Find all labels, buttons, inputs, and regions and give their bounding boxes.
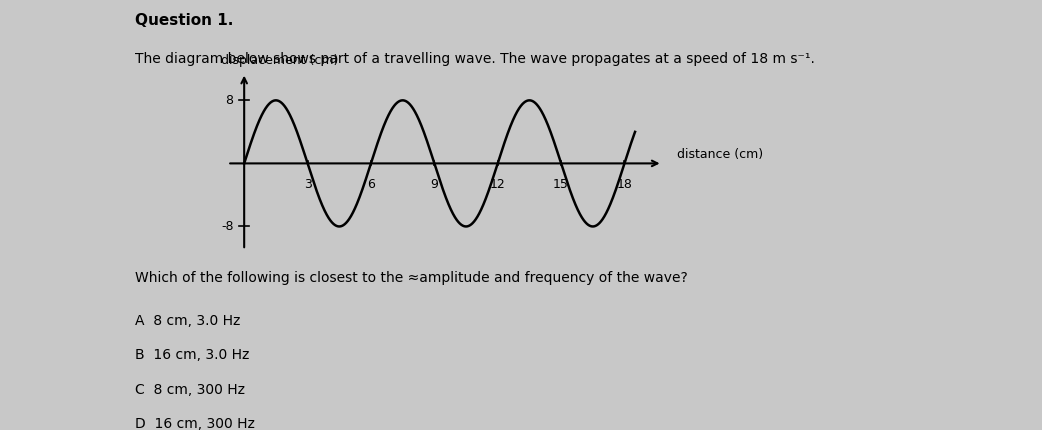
Text: A  8 cm, 3.0 Hz: A 8 cm, 3.0 Hz — [135, 314, 241, 328]
Text: 15: 15 — [553, 178, 569, 190]
Text: C  8 cm, 300 Hz: C 8 cm, 300 Hz — [135, 383, 246, 397]
Text: Which of the following is closest to the ≈amplitude and frequency of the wave?: Which of the following is closest to the… — [135, 271, 688, 285]
Text: distance (cm): distance (cm) — [677, 148, 764, 161]
Text: Question 1.: Question 1. — [135, 13, 233, 28]
Text: 18: 18 — [617, 178, 632, 190]
Text: -8: -8 — [221, 220, 233, 233]
Text: The diagram below shows part of a travelling wave. The wave propagates at a spee: The diagram below shows part of a travel… — [135, 52, 815, 66]
Text: displacement (cm): displacement (cm) — [221, 54, 339, 67]
Text: 8: 8 — [226, 94, 233, 107]
Text: 9: 9 — [430, 178, 439, 190]
Text: 3: 3 — [303, 178, 312, 190]
Text: D  16 cm, 300 Hz: D 16 cm, 300 Hz — [135, 417, 255, 430]
Text: 6: 6 — [367, 178, 375, 190]
Text: B  16 cm, 3.0 Hz: B 16 cm, 3.0 Hz — [135, 348, 250, 362]
Text: 12: 12 — [490, 178, 505, 190]
